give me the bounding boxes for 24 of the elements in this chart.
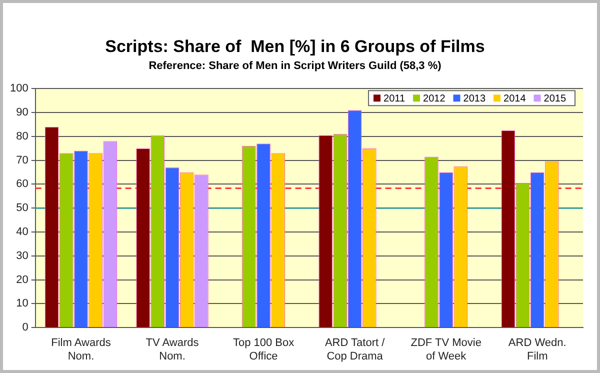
y-tick-label: 100 xyxy=(10,82,28,95)
y-tick-label: 70 xyxy=(16,154,28,166)
y-tick-label: 30 xyxy=(16,250,28,262)
x-tick-label: ARD Wedn. Film xyxy=(508,337,566,362)
x-tick-label: Top 100 Box Office xyxy=(232,337,295,362)
legend-label: 2013 xyxy=(463,93,486,104)
legend-label: 2012 xyxy=(423,93,446,104)
legend-label: 2011 xyxy=(384,93,406,104)
y-tick-label: 60 xyxy=(16,178,28,190)
y-tick-label: 20 xyxy=(16,274,28,286)
x-tick-label: ZDF TV Movie of Week xyxy=(410,337,482,362)
chart-subtitle: Reference: Share of Men in Script Writers Guild (58,3 %) xyxy=(148,60,442,72)
y-tick-label: 40 xyxy=(16,226,28,238)
legend-label: 2014 xyxy=(504,93,526,104)
x-tick-label: Film Awards Nom. xyxy=(51,337,112,362)
y-tick-label: 0 xyxy=(22,322,28,334)
y-tick-label: 10 xyxy=(16,298,28,310)
y-tick-label: 90 xyxy=(16,106,28,119)
x-tick-label: TV Awards Nom. xyxy=(146,337,200,362)
chart-title: Scripts: Share of Men [%] in 6 Groups of Films xyxy=(105,36,485,56)
y-tick-label: 80 xyxy=(16,130,28,142)
legend-label: 2015 xyxy=(544,93,566,104)
x-tick-label: ARD Tatort / Cop Drama xyxy=(324,337,386,362)
y-tick-label: 50 xyxy=(16,202,28,214)
